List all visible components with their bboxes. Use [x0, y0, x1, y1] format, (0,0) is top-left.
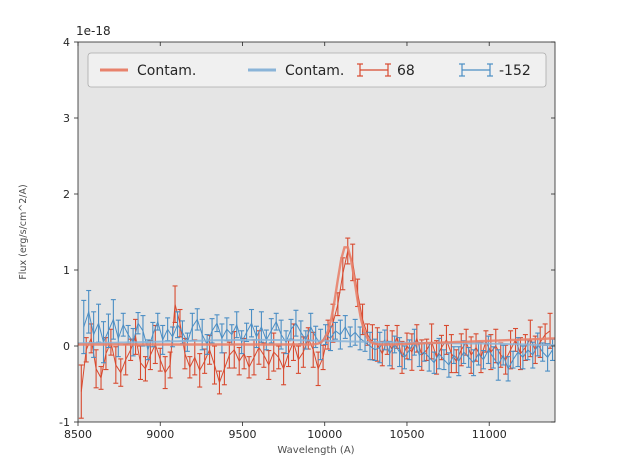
model-line-Contam.	[78, 246, 555, 346]
legend-label: 68	[397, 63, 415, 79]
x-tick-label: 9000	[146, 428, 174, 441]
x-tick-label: 9500	[228, 428, 256, 441]
plot-border	[77, 41, 556, 423]
legend-label: -152	[499, 63, 531, 79]
x-tick-label: 8500	[64, 428, 92, 441]
x-axis-label: Wavelength (A)	[277, 445, 354, 456]
plot-area: 8500 9000 9500 10000 10500 11000 -1 0 1 2 3 4	[59, 36, 556, 441]
x-tick-label: 11000	[472, 428, 507, 441]
y-axis-offset-label: 1e-18	[76, 24, 111, 38]
data-layer	[78, 237, 555, 419]
y-tick-label: -1	[59, 416, 70, 429]
y-tick-label: 1	[63, 264, 70, 277]
x-tick-label: 10000	[307, 428, 342, 441]
model-line-Contam.	[78, 338, 555, 347]
y-tick-label: 0	[63, 340, 70, 353]
y-tick-label: 4	[63, 36, 70, 49]
legend-label: Contam.	[137, 63, 196, 79]
legend-box	[87, 52, 547, 88]
legend: Contam. Contam. 68 -152	[87, 52, 547, 88]
y-tick-label: 3	[63, 112, 70, 125]
y-axis-label: Flux (erg/s/cm^2/A)	[18, 184, 29, 279]
legend-label: Contam.	[285, 63, 344, 79]
y-tick-label: 2	[63, 188, 70, 201]
x-tick-label: 10500	[389, 428, 424, 441]
